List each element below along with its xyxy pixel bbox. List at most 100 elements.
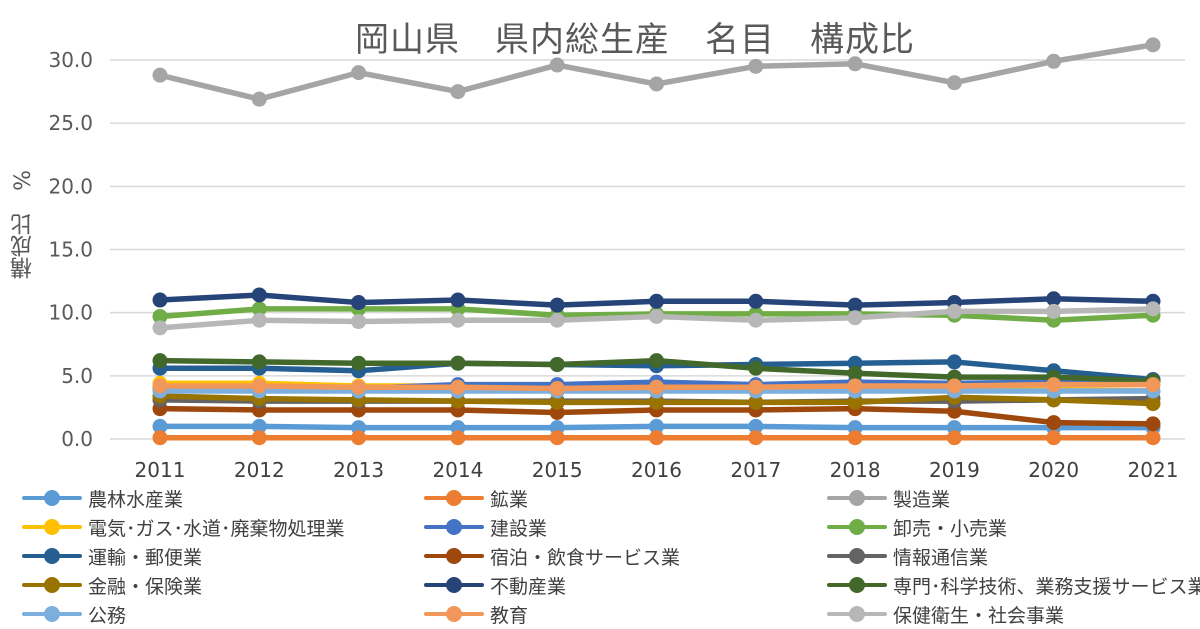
data-point: [847, 310, 863, 326]
x-axis-ticks: 2011 2012 2013 2014 2015 2016 2017 2018 2019 2020…: [135, 458, 1179, 482]
legend-label: 建設業: [490, 517, 548, 540]
x-tick-label: 2016: [631, 458, 682, 482]
data-point: [1046, 377, 1062, 393]
legend-label: 教育: [490, 604, 529, 627]
data-point: [847, 297, 863, 313]
series-12: [152, 353, 1161, 389]
legend-swatch: [22, 489, 82, 507]
data-point: [748, 394, 764, 410]
legend-item: 鉱業: [424, 483, 528, 513]
legend-swatch: [424, 518, 484, 536]
data-point: [649, 76, 664, 92]
data-point: [251, 91, 267, 107]
data-point: [450, 84, 466, 100]
legend-label: 宿泊・飲食サービス業: [490, 546, 681, 569]
data-point: [748, 58, 764, 74]
data-point: [1046, 415, 1062, 431]
legend-label: 鉱業: [490, 488, 529, 511]
legend-label: 情報通信業: [893, 546, 989, 569]
legend-swatch: [827, 605, 887, 623]
data-point: [351, 355, 367, 371]
data-point: [549, 356, 565, 372]
legend-label: 農林水産業: [88, 488, 184, 511]
x-tick-label: 2017: [730, 458, 781, 482]
legend-swatch: [827, 489, 887, 507]
legend-item: 電気･ガス･水道･廃棄物処理業: [22, 512, 345, 542]
data-point: [649, 353, 664, 369]
legend-item: 情報通信業: [827, 541, 988, 571]
legend-item: 公務: [22, 599, 126, 629]
y-tick-label: 25.0: [48, 111, 93, 135]
data-point: [152, 378, 168, 394]
data-point: [549, 394, 565, 410]
data-point: [847, 394, 863, 410]
data-point: [748, 418, 764, 434]
data-point: [1145, 396, 1161, 412]
y-tick-label: 15.0: [48, 238, 93, 262]
data-point: [251, 430, 267, 446]
data-point: [450, 379, 466, 395]
data-point: [1046, 53, 1062, 69]
data-point: [152, 308, 168, 324]
legend-item: 保健衛生・社会事業: [827, 599, 1064, 629]
legend-swatch: [22, 518, 82, 536]
legend-label: 運輸・郵便業: [88, 546, 203, 569]
legend-label: 卸売・小売業: [893, 517, 1008, 540]
data-point: [450, 312, 466, 328]
data-point: [152, 67, 168, 83]
legend-swatch: [22, 576, 82, 594]
data-point: [748, 293, 764, 309]
legend-label: 専門･科学技術、業務支援サービス業: [893, 575, 1200, 598]
legend-item: 不動産業: [424, 570, 566, 600]
legend-item: 専門･科学技術、業務支援サービス業: [827, 570, 1200, 600]
legend-swatch: [22, 547, 82, 565]
legend-label: 不動産業: [490, 575, 567, 598]
x-tick-label: 2020: [1028, 458, 1079, 482]
data-point: [1046, 430, 1062, 446]
x-tick-label: 2015: [532, 458, 583, 482]
data-point: [748, 430, 764, 446]
data-point: [1145, 301, 1161, 317]
legend-label: 保健衛生・社会事業: [893, 604, 1065, 627]
data-point: [946, 354, 962, 370]
data-point: [946, 303, 962, 319]
legend-swatch: [424, 489, 484, 507]
legend-item: 農林水産業: [22, 483, 183, 513]
y-axis-label: 構成比 %: [11, 170, 36, 279]
chart-title: 岡山県 県内総生産 名目 構成比: [355, 20, 915, 60]
data-point: [1145, 430, 1161, 446]
x-tick-label: 2018: [830, 458, 881, 482]
legend-swatch: [827, 547, 887, 565]
legend-swatch: [827, 518, 887, 536]
legend: 農林水産業 鉱業 製造業電気･ガス･水道･廃棄物処理業 建設業 卸売・小売業運輸・郵便業…: [22, 483, 1200, 628]
y-tick-label: 30.0: [48, 48, 93, 72]
x-tick-label: 2013: [333, 458, 384, 482]
data-point: [1046, 303, 1062, 319]
data-point: [847, 365, 863, 381]
data-point: [450, 292, 466, 308]
legend-item: 宿泊・飲食サービス業: [424, 541, 680, 571]
legend-item: 卸売・小売業: [827, 512, 1007, 542]
data-point: [1145, 416, 1161, 432]
y-tick-label: 20.0: [48, 174, 93, 198]
data-point: [351, 314, 367, 330]
data-point: [351, 295, 367, 311]
x-tick-label: 2019: [929, 458, 980, 482]
data-point: [748, 312, 764, 328]
data-point: [748, 360, 764, 376]
data-point: [549, 312, 565, 328]
legend-swatch: [827, 576, 887, 594]
legend-item: 運輸・郵便業: [22, 541, 202, 571]
data-point: [946, 430, 962, 446]
data-point: [946, 378, 962, 394]
data-point: [549, 297, 565, 313]
data-point: [549, 430, 565, 446]
legend-label: 製造業: [893, 488, 951, 511]
legend-swatch: [424, 605, 484, 623]
data-point: [251, 354, 267, 370]
series-14: [152, 377, 1161, 396]
data-point: [649, 418, 664, 434]
data-point: [847, 56, 863, 72]
data-point: [1145, 37, 1161, 53]
data-point: [251, 287, 267, 303]
